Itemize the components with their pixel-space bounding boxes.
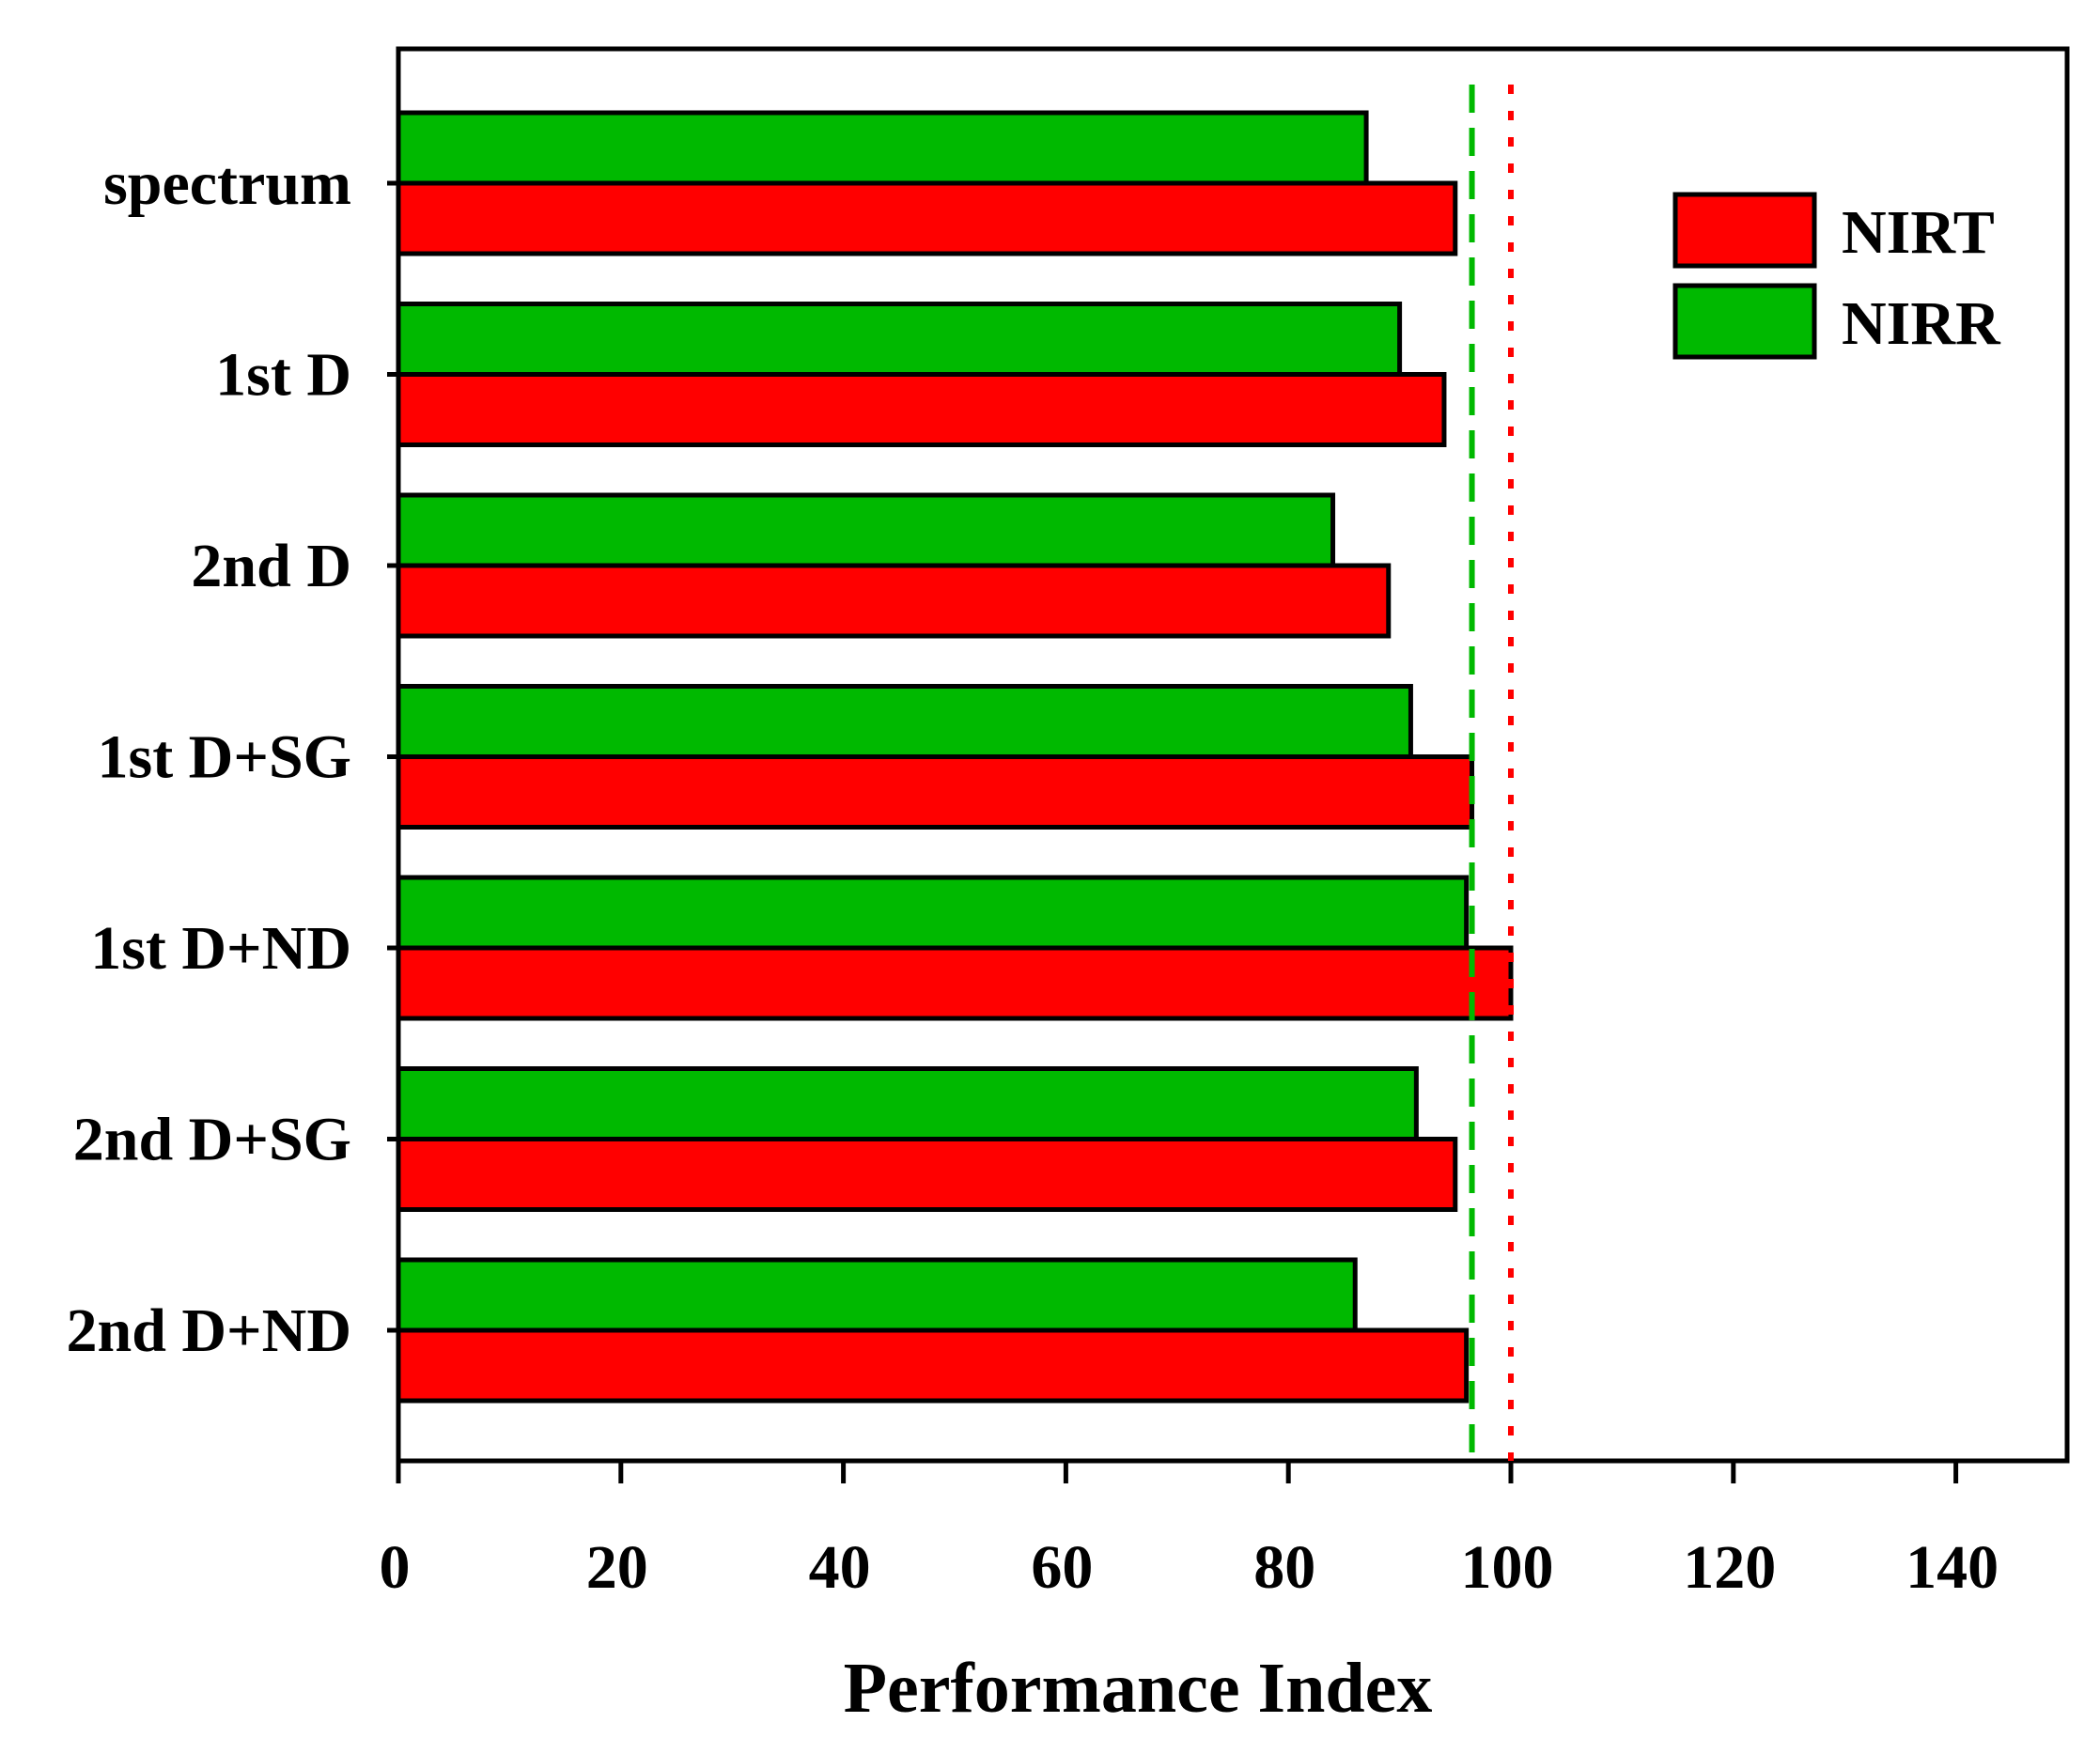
bar-nirt-1st-d xyxy=(396,372,1447,447)
bar-nirt-spectrum xyxy=(396,180,1458,256)
bar-nirr-2nd-d xyxy=(396,492,1336,568)
legend-swatch-nirr xyxy=(1672,283,1817,360)
x-tick-label: 0 xyxy=(380,1533,411,1602)
bar-nirr-2nd-d-sg xyxy=(396,1066,1419,1141)
bar-nirt-2nd-d-nd xyxy=(396,1327,1470,1404)
x-tick-label: 120 xyxy=(1683,1533,1776,1602)
bar-nirt-2nd-d xyxy=(396,563,1392,639)
bar-nirr-1st-d xyxy=(396,302,1403,377)
x-tick-label: 100 xyxy=(1461,1533,1554,1602)
x-tick-label: 60 xyxy=(1031,1533,1093,1602)
y-tick-label-spectrum: spectrum xyxy=(103,149,351,218)
x-tick-label: 20 xyxy=(586,1533,648,1602)
y-tick-label-2nd-d-nd: 2nd D+ND xyxy=(66,1296,351,1365)
y-tick-label-1st-d-sg: 1st D+SG xyxy=(98,723,351,792)
x-axis-title: Performance Index xyxy=(844,1649,1433,1728)
legend-swatch-nirt xyxy=(1672,192,1817,269)
x-tick-label: 80 xyxy=(1253,1533,1315,1602)
x-tick-label: 40 xyxy=(809,1533,871,1602)
x-tick-label: 140 xyxy=(1906,1533,1999,1602)
legend-label-nirr: NIRR xyxy=(1842,289,2001,358)
bar-nirt-1st-d-nd xyxy=(396,945,1514,1021)
bar-nirt-1st-d-sg xyxy=(396,754,1475,830)
y-tick-label-2nd-d-sg: 2nd D+SG xyxy=(73,1106,351,1174)
bar-nirt-2nd-d-sg xyxy=(396,1137,1458,1212)
y-tick-label-1st-d-nd: 1st D+ND xyxy=(90,914,351,983)
y-tick-label-1st-d: 1st D xyxy=(215,341,351,410)
legend-label-nirt: NIRT xyxy=(1842,198,1995,267)
legend: NIRT NIRR xyxy=(1672,192,2001,360)
y-tick-label-2nd-d: 2nd D xyxy=(191,532,351,600)
bar-nirr-spectrum xyxy=(396,110,1369,186)
bar-nirr-1st-d-sg xyxy=(396,684,1413,759)
bar-nirr-2nd-d-nd xyxy=(396,1257,1358,1333)
bar-nirr-1st-d-nd xyxy=(396,875,1470,951)
